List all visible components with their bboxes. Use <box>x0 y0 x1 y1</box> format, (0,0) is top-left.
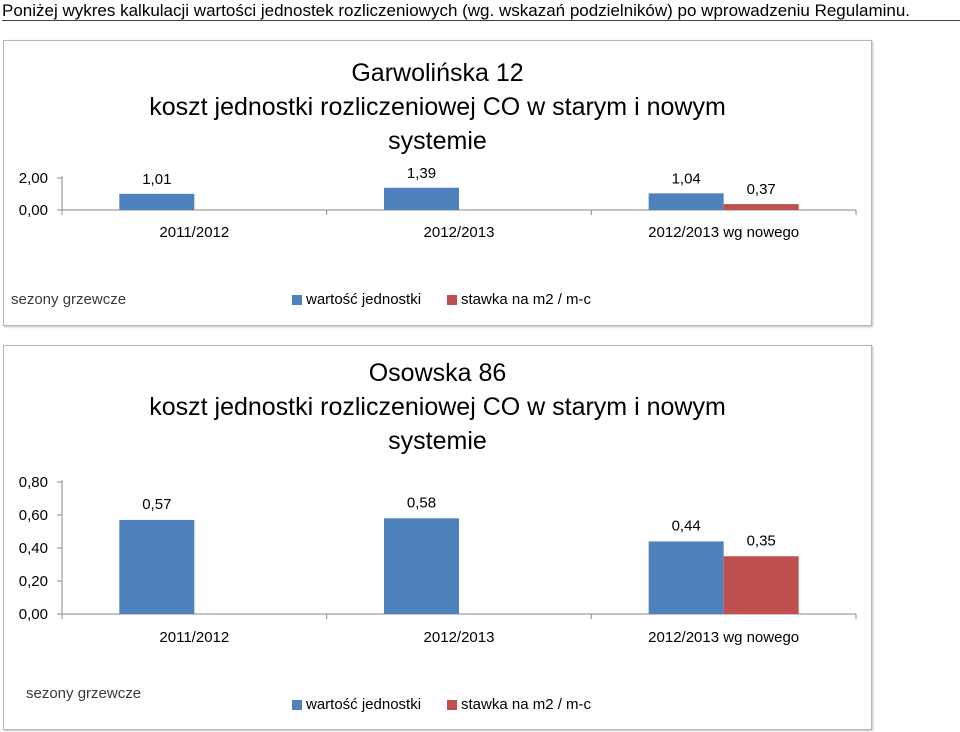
y-tick-label: 0,00 <box>19 606 48 623</box>
data-label: 0,57 <box>142 496 171 513</box>
bar-wartosc-0 <box>119 519 195 614</box>
legend-swatch-blue <box>292 295 302 305</box>
data-label: 0,44 <box>672 517 701 534</box>
data-label: 0,35 <box>747 532 776 549</box>
legend-label-stawka: stawka na m2 / m-c <box>461 696 592 713</box>
x-axis-title: sezony grzewcze <box>11 291 127 308</box>
chart-title-line-2: koszt jednostki rozliczeniowej CO w star… <box>149 93 726 121</box>
intro-text-content: Poniżej wykres kalkulacji wartości jedno… <box>2 1 911 20</box>
intro-text: Poniżej wykres kalkulacji wartości jedno… <box>2 1 960 21</box>
x-category-label: 2012/2013 wg nowego <box>648 224 799 241</box>
legend-swatch-red <box>447 295 457 305</box>
data-label: 1,04 <box>672 170 701 187</box>
legend-label-wartosc: wartość jednostki <box>306 696 422 713</box>
bar-wartosc-1 <box>384 518 459 614</box>
chart-panel-garwolinska: Garwolińska 12 koszt jednostki rozliczen… <box>3 40 872 326</box>
x-category-label: 2012/2013 wg nowego <box>648 629 799 646</box>
bar-wartosc-2 <box>648 541 724 614</box>
bar-chart-garwolinska: 0,00 2,00 2011/2012 1,01 2012/2013 1,39 2012/2… <box>19 165 857 241</box>
data-label: 1,39 <box>407 165 436 182</box>
legend-item-wartosc: wartość jednostki <box>292 696 421 713</box>
legend: wartość jednostki stawka na m2 / m-c <box>292 291 622 311</box>
legend-item-wartosc: wartość jednostki <box>292 291 421 308</box>
legend-item-stawka: stawka na m2 / m-c <box>447 291 591 308</box>
chart-title: Garwolińska 12 koszt jednostki rozliczen… <box>4 56 871 158</box>
legend-label-stawka: stawka na m2 / m-c <box>461 291 592 308</box>
bar-wartosc-0 <box>119 193 195 210</box>
y-tick-label: 0,20 <box>19 573 48 590</box>
bar-wartosc-2 <box>648 193 724 210</box>
y-tick-label: 0,40 <box>19 540 48 557</box>
y-tick-label: 2,00 <box>19 170 48 187</box>
chart-title-line-3: systemie <box>388 427 487 455</box>
chart-title: Osowska 86 koszt jednostki rozliczeniowe… <box>4 356 871 458</box>
chart-title-line-3: systemie <box>388 127 487 155</box>
bar-stawka-2 <box>723 204 799 210</box>
legend-swatch-blue <box>292 700 302 710</box>
x-axis-title: sezony grzewcze <box>26 685 142 702</box>
chart-title-line-2: koszt jednostki rozliczeniowej CO w star… <box>149 393 726 421</box>
chart-panel-osowska: Osowska 86 koszt jednostki rozliczeniowe… <box>3 345 872 730</box>
data-label: 1,01 <box>142 171 171 188</box>
legend-swatch-red <box>447 700 457 710</box>
bar-chart-osowska: 0,00 0,20 0,40 0,60 0,80 2011/2012 0,57 2012/20… <box>19 474 857 646</box>
x-category-label: 2012/2013 <box>424 224 495 241</box>
x-category-label: 2011/2012 <box>159 629 229 646</box>
chart-title-line-1: Garwolińska 12 <box>351 59 524 87</box>
legend-item-stawka: stawka na m2 / m-c <box>447 696 591 713</box>
x-category-label: 2011/2012 <box>159 224 229 241</box>
legend-label-wartosc: wartość jednostki <box>306 291 422 308</box>
y-tick-label: 0,60 <box>19 507 48 524</box>
legend: wartość jednostki stawka na m2 / m-c <box>292 696 622 716</box>
chart-title-line-1: Osowska 86 <box>368 359 507 387</box>
bar-wartosc-1 <box>384 187 459 210</box>
y-tick-label: 0,00 <box>19 202 48 219</box>
data-label: 0,58 <box>407 494 436 511</box>
x-category-label: 2012/2013 <box>424 629 495 646</box>
y-tick-label: 0,80 <box>19 474 48 491</box>
data-label: 0,37 <box>747 181 776 198</box>
intro-underline <box>2 20 960 21</box>
bar-stawka-2 <box>723 556 799 614</box>
